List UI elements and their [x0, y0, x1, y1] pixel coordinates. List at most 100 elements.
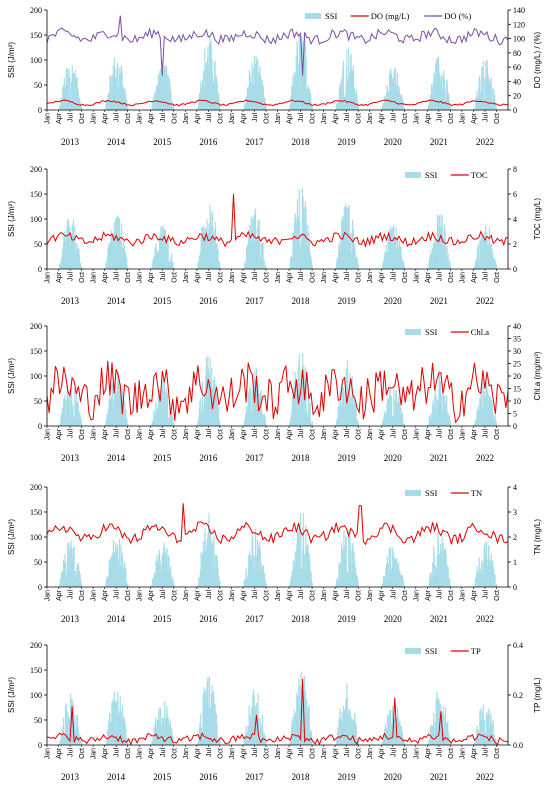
ssi-bar	[446, 723, 448, 745]
year-label: 2019	[338, 614, 357, 624]
ssi-bar	[167, 75, 169, 110]
ssi-bar	[259, 550, 261, 587]
ssi-bar	[173, 584, 175, 587]
year-label: 2016	[199, 137, 218, 147]
ssi-bar	[112, 234, 114, 269]
y2-tick-label: 6	[513, 190, 517, 199]
month-label: Oct	[310, 272, 317, 283]
ssi-bar	[296, 696, 298, 745]
ssi-bar	[352, 542, 354, 587]
ssi-bar	[200, 553, 202, 587]
ssi-bar	[395, 559, 397, 587]
ssi-bar	[351, 85, 353, 110]
month-label: Oct	[79, 272, 86, 283]
ssi-bar	[311, 739, 313, 745]
y-tick-label: 50	[34, 558, 42, 567]
ssi-bar	[431, 95, 433, 110]
ssi-bar	[72, 405, 74, 426]
year-label: 2015	[153, 772, 172, 782]
ssi-bar	[304, 689, 306, 745]
month-label: Jul	[344, 748, 351, 757]
ssi-bar	[206, 62, 208, 110]
y2-axis-title: DO (mg/L) / (%)	[533, 31, 542, 88]
ssi-bar	[115, 701, 117, 745]
ssi-bar	[493, 418, 495, 426]
ssi-bar	[445, 241, 447, 269]
ssi-bar	[166, 67, 168, 110]
month-label: Jan	[137, 113, 144, 124]
legend-label: DO (%)	[444, 11, 471, 21]
ssi-bar	[219, 582, 221, 587]
ssi-bar	[210, 694, 212, 745]
ssi-bar	[444, 404, 446, 426]
month-label: Jan	[459, 272, 466, 283]
ssi-bar	[121, 230, 123, 269]
ssi-bar	[391, 547, 393, 587]
ssi-bar	[256, 368, 258, 426]
month-label: Jan	[367, 113, 374, 124]
ssi-bar	[79, 735, 81, 745]
ssi-bar	[202, 558, 204, 587]
month-label: Apr	[102, 112, 109, 124]
ssi-bar	[67, 76, 69, 110]
month-label: Apr	[379, 589, 386, 601]
ssi-bar	[154, 576, 156, 587]
month-label: Oct	[448, 748, 455, 759]
year-label: 2020	[384, 137, 403, 147]
legend: SSI TP	[405, 646, 481, 656]
ssi-bar	[353, 552, 355, 587]
ssi-bar	[61, 727, 63, 745]
y-tick-label: 50	[34, 397, 42, 406]
ssi-bar	[494, 419, 497, 426]
ssi-bar	[291, 395, 294, 426]
ssi-bar	[341, 218, 343, 269]
ssi-bar	[438, 216, 440, 269]
ssi-bar	[157, 84, 159, 110]
legend-label: SSI	[425, 327, 437, 337]
month-label: Oct	[125, 748, 132, 759]
ssi-bar	[76, 715, 79, 745]
month-label: Apr	[56, 747, 63, 759]
ssi-bar	[441, 557, 444, 587]
month-label: Oct	[217, 272, 224, 283]
ssi-bar	[156, 735, 158, 745]
ssi-bar	[59, 264, 61, 269]
month-label: Apr	[425, 428, 432, 440]
ssi-bar	[265, 424, 267, 426]
ssi-bar	[202, 541, 204, 587]
ssi-bar	[107, 577, 109, 587]
series-line-toc	[46, 193, 509, 248]
year-label: 2013	[61, 296, 80, 306]
ssi-bar	[127, 584, 129, 587]
ssi-bar	[348, 47, 350, 110]
ssi-bar	[383, 737, 385, 745]
ssi-bar	[155, 560, 157, 587]
ssi-bar	[245, 406, 247, 426]
ssi-bar	[447, 566, 449, 587]
ssi-bar	[214, 704, 216, 745]
legend-item: DO (%)	[424, 11, 472, 21]
ssi-bar	[117, 215, 119, 269]
ssi-bar	[213, 696, 215, 745]
ssi-bar	[492, 720, 494, 745]
chart-panel-ssi-tn: 0 50 100 150 200 0 1 2 3 4 SSI (J/m²) TN (mg/L) Jan A…	[7, 483, 542, 624]
ssi-bar	[257, 58, 259, 110]
ssi-bar	[116, 404, 118, 426]
series-line-chl-a	[46, 360, 509, 424]
y2-axis-title: TOC (mg/L)	[533, 198, 542, 240]
month-label: Jul	[298, 113, 305, 122]
year-label: 2013	[61, 772, 80, 782]
ssi-bar	[153, 727, 155, 745]
month-label: Apr	[102, 428, 109, 440]
ssi-bar	[301, 380, 303, 426]
ssi-bar	[63, 398, 65, 426]
ssi-bar	[60, 735, 62, 745]
ssi-bar	[264, 573, 266, 587]
ssi-bar	[255, 556, 257, 587]
ssi-bar	[435, 59, 438, 110]
ssi-bar	[65, 706, 68, 745]
y2-axis-title: TP (mg/L)	[533, 677, 542, 713]
ssi-bar	[122, 247, 124, 269]
month-label: Apr	[240, 589, 247, 601]
year-label: 2019	[338, 453, 357, 463]
